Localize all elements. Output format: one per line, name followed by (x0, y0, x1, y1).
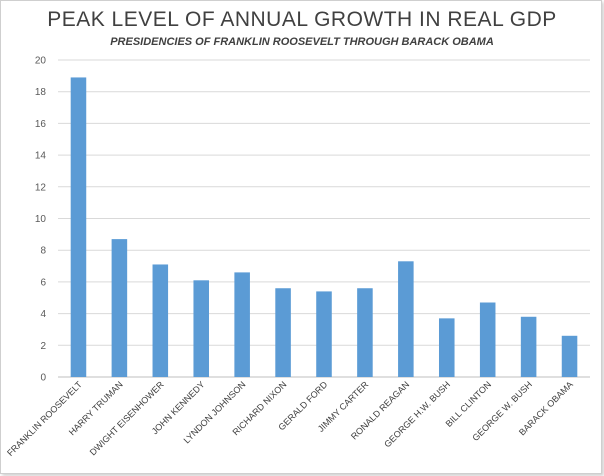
y-tick-label: 6 (40, 277, 46, 288)
y-tick-label: 12 (35, 182, 47, 193)
bar-jimmy-carter (357, 288, 373, 377)
bar-ronald-reagan (398, 261, 414, 377)
bar-george-h-w-bush (438, 318, 455, 377)
bar-gerald-ford (316, 291, 332, 377)
bar-john-kennedy (193, 280, 210, 377)
bar-lyndon-johnson (234, 272, 250, 377)
y-tick-label: 16 (35, 119, 47, 130)
bar-barack-obama (561, 335, 578, 377)
y-tick-label: 0 (40, 373, 46, 384)
bar-harry-truman (111, 239, 128, 377)
bar-bill-clinton (479, 302, 496, 377)
bar-franklin-roosevelt (70, 77, 87, 377)
x-category-label: DWIGHT EISENHOWER (88, 379, 166, 457)
y-tick-label: 4 (40, 309, 46, 320)
y-tick-label: 8 (40, 246, 46, 257)
bar-dwight-eisenhower (152, 264, 169, 377)
bar-george-w-bush (520, 316, 537, 377)
chart-title: PEAK LEVEL OF ANNUAL GROWTH IN REAL GDP (47, 8, 557, 31)
y-tick-label: 18 (35, 87, 47, 98)
bar-richard-nixon (275, 288, 291, 377)
y-tick-label: 20 (35, 56, 47, 67)
y-tick-label: 10 (35, 214, 47, 225)
chart-subtitle: PRESIDENCIES OF FRANKLIN ROOSEVELT THROU… (110, 36, 494, 48)
y-tick-label: 14 (35, 151, 47, 162)
x-category-label: FRANKLIN ROOSEVELT (5, 379, 84, 458)
y-tick-label: 2 (40, 341, 46, 352)
